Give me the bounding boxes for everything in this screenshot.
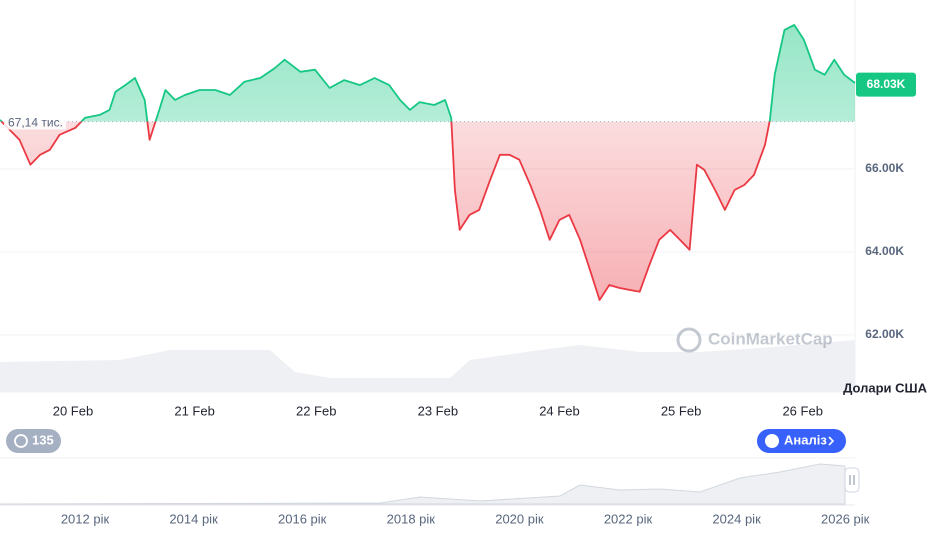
x-tick-label: 26 Feb	[782, 403, 822, 418]
watermark-text: CoinMarketCap	[708, 329, 833, 348]
x-tick-label: 22 Feb	[296, 403, 336, 418]
x-tick-label: 23 Feb	[418, 403, 458, 418]
x-tick-label: 21 Feb	[174, 403, 214, 418]
navigator-label: 2016 рік	[278, 511, 327, 526]
navigator-label: 2020 рік	[495, 511, 544, 526]
navigator	[0, 457, 860, 506]
navigator-label: 2012 рік	[61, 511, 110, 526]
navigator-label: 2014 рік	[169, 511, 218, 526]
price-badge	[856, 72, 916, 97]
watermark: CoinMarketCap	[676, 327, 833, 353]
price-badge-text: 68.03K	[867, 77, 906, 91]
navigator-label: 2024 рік	[712, 511, 761, 526]
history-badge[interactable]: 135	[6, 429, 61, 453]
price-line	[0, 24, 856, 301]
area-down	[0, 121, 855, 300]
x-tick-label: 20 Feb	[53, 403, 93, 418]
volume-area	[0, 340, 855, 392]
badge-text: 135	[32, 432, 54, 447]
y-tick-label: 64.00K	[865, 244, 904, 258]
area-up	[0, 24, 855, 122]
y-tick-label: 66.00K	[865, 161, 904, 175]
x-tick-label: 25 Feb	[661, 403, 701, 418]
button-text: Аналіз	[784, 432, 827, 447]
navigator-label: 2022 рік	[604, 511, 653, 526]
baseline-label-bg	[4, 113, 66, 130]
analysis-button[interactable]: Аналіз	[757, 429, 846, 453]
x-tick-label: 24 Feb	[539, 403, 579, 418]
baseline-label: 67,14 тис.	[8, 116, 63, 130]
currency-label: Долари США	[843, 380, 928, 395]
y-tick-label: 62.00K	[865, 327, 904, 341]
navigator-label: 2018 рік	[387, 511, 436, 526]
navigator-label: 2026 рік	[821, 511, 870, 526]
